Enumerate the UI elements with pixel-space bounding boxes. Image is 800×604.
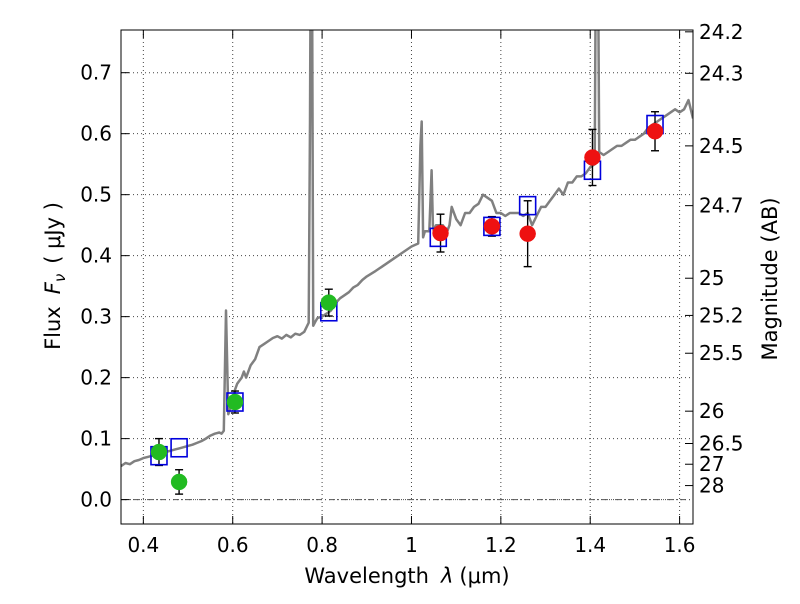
- magnitude-tick-label: 25.2: [699, 303, 744, 327]
- x-tick-label: 1.4: [574, 533, 606, 557]
- x-tick-label: 1.6: [664, 533, 696, 557]
- nir-photometry-point: [519, 225, 536, 242]
- y-tick-label: 0.1: [80, 427, 112, 451]
- x-axis: 0.4 0.6 0.8 1 1.2 1.4 1.6: [127, 30, 696, 557]
- y-tick-label: 0.5: [80, 183, 112, 207]
- x-tick-label: 0.6: [217, 533, 249, 557]
- nir-photometry-point: [483, 218, 501, 235]
- magnitude-tick-label: 24.3: [699, 61, 744, 85]
- y-tick-label: 0.7: [80, 61, 112, 85]
- magnitude-tick-label: 27: [699, 452, 724, 476]
- plot-frame: [120, 29, 694, 525]
- magnitude-tick-label: 24.5: [699, 134, 744, 158]
- model-photometry-box: [518, 195, 537, 216]
- x-tick-label: 1.2: [485, 533, 517, 557]
- y-axis-label: FluxFν( μJy ): [41, 202, 69, 350]
- x-tick-label: 0.4: [127, 533, 159, 557]
- y-tick-label: 0.0: [80, 488, 112, 512]
- y-axis: 0.0 0.1 0.2 0.3 0.4 0.5 0.6 0.7: [80, 61, 129, 512]
- ground-photometry-point: [150, 443, 168, 461]
- magnitude-tick-label: 24.7: [699, 194, 744, 218]
- spectrum-line: [121, 30, 693, 468]
- ground-photometry-point: [320, 294, 338, 311]
- ground-photometry-point: [170, 473, 188, 491]
- magnitude-tick-label: 25: [699, 266, 724, 290]
- magnitude-tick-label: 26.5: [699, 431, 744, 455]
- model-photometry-box: [170, 437, 188, 458]
- magnitude-tick-label: 24.2: [699, 20, 744, 44]
- nir-photometry-point: [646, 122, 664, 140]
- y-tick-label: 0.3: [80, 305, 112, 329]
- magnitude-tick-label: 26: [699, 399, 724, 423]
- y-tick-label: 0.4: [80, 244, 112, 268]
- magnitude-axis-label: Magnitude (AB): [758, 197, 782, 360]
- point-layer: [150, 122, 664, 491]
- y-tick-label: 0.6: [80, 122, 112, 146]
- x-tick-label: 1: [405, 533, 418, 557]
- ground-photometry-point: [226, 393, 244, 411]
- x-tick-label: 0.8: [306, 533, 338, 557]
- spectrum-layer: [121, 30, 693, 468]
- nir-photometry-point: [432, 224, 449, 242]
- y-tick-label: 0.2: [80, 366, 112, 390]
- nir-photometry-point: [584, 149, 601, 166]
- x-axis-label: Wavelength λ (μm): [304, 564, 509, 588]
- magnitude-tick-label: 25.5: [699, 341, 744, 365]
- magnitude-tick-label: 28: [699, 474, 724, 498]
